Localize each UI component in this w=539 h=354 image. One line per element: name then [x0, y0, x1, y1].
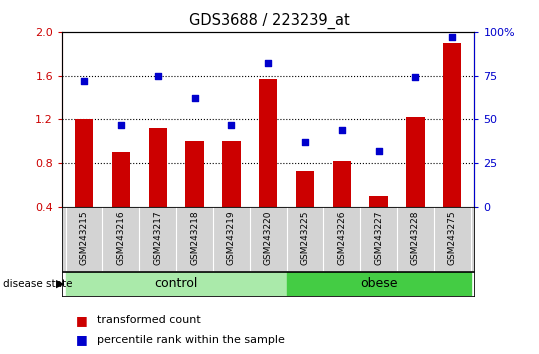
Text: transformed count: transformed count [97, 315, 201, 325]
Point [227, 122, 236, 127]
Bar [369, 196, 388, 207]
Point [411, 75, 420, 80]
Text: GSM243225: GSM243225 [300, 210, 309, 265]
Text: GSM243215: GSM243215 [80, 210, 88, 265]
Point [448, 34, 457, 40]
Text: GSM243226: GSM243226 [337, 210, 346, 265]
Point [154, 73, 162, 79]
Point [264, 61, 273, 66]
Bar [112, 152, 130, 207]
Bar [443, 43, 461, 207]
Text: GSM243219: GSM243219 [227, 210, 236, 265]
Bar [149, 128, 167, 207]
Bar [185, 141, 204, 207]
Text: GSM243216: GSM243216 [116, 210, 126, 265]
Point [374, 148, 383, 154]
Bar [406, 117, 425, 207]
Point [301, 139, 309, 145]
Bar [222, 141, 240, 207]
Text: ▶: ▶ [56, 279, 65, 289]
Text: disease state: disease state [3, 279, 72, 289]
Bar [296, 171, 314, 207]
Text: ■: ■ [75, 314, 87, 327]
Point [80, 78, 88, 84]
Text: control: control [155, 277, 198, 290]
Text: percentile rank within the sample: percentile rank within the sample [97, 335, 285, 345]
Text: GDS3688 / 223239_at: GDS3688 / 223239_at [189, 12, 350, 29]
Point [116, 122, 125, 127]
Point [337, 127, 346, 133]
Text: GSM243228: GSM243228 [411, 210, 420, 265]
Point [190, 96, 199, 101]
Text: GSM243220: GSM243220 [264, 210, 273, 265]
Text: GSM243218: GSM243218 [190, 210, 199, 265]
Bar [75, 120, 93, 207]
Text: ■: ■ [75, 333, 87, 346]
Bar [287, 272, 471, 296]
Text: GSM243217: GSM243217 [153, 210, 162, 265]
Bar [259, 79, 278, 207]
Text: obese: obese [360, 277, 397, 290]
Bar [333, 161, 351, 207]
Text: GSM243275: GSM243275 [448, 210, 457, 265]
Text: GSM243227: GSM243227 [374, 210, 383, 265]
Bar [66, 272, 287, 296]
